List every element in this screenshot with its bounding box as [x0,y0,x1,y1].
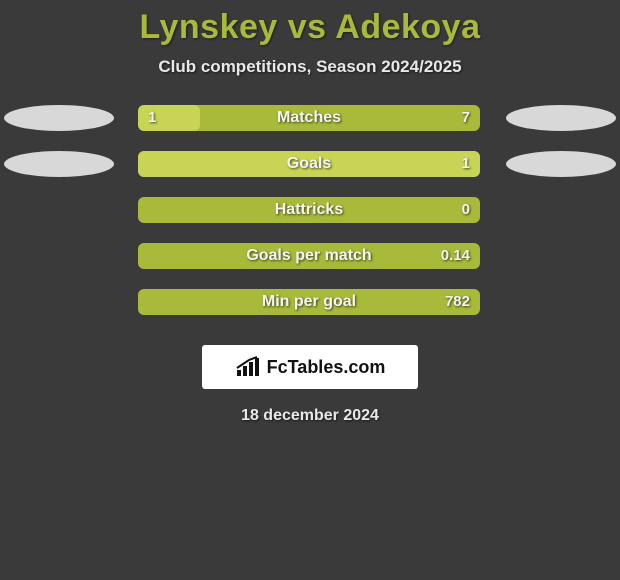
bar-track [138,243,480,269]
bar-fill [138,151,480,177]
stat-row: Goals1 [0,151,620,197]
stat-value-right: 1 [462,151,470,177]
brand-box: FcTables.com [202,345,418,389]
page-title: Lynskey vs Adekoya [0,8,620,47]
stat-bar: 1Matches7 [138,105,480,131]
player-left-ellipse [4,105,114,131]
stat-bar: Hattricks0 [138,197,480,223]
stat-value-right: 0 [462,197,470,223]
stat-bar: Goals per match0.14 [138,243,480,269]
stat-value-left: 1 [148,105,156,131]
stat-value-right: 782 [445,289,470,315]
stat-value-right: 7 [462,105,470,131]
stat-row: Goals per match0.14 [0,243,620,289]
stat-value-right: 0.14 [441,243,470,269]
bar-track [138,197,480,223]
page-subtitle: Club competitions, Season 2024/2025 [0,57,620,77]
bar-track [138,151,480,177]
player-left-ellipse [4,151,114,177]
stats-rows: 1Matches7 Goals1 Hattricks0 Goals per match… [0,105,620,335]
stat-row: 1Matches7 [0,105,620,151]
stat-row: Hattricks0 [0,197,620,243]
stat-bar: Goals1 [138,151,480,177]
stat-bar: Min per goal782 [138,289,480,315]
brand-text: FcTables.com [267,357,386,378]
stat-row: Min per goal782 [0,289,620,335]
player-right-ellipse [506,151,616,177]
infographic-container: Lynskey vs Adekoya Club competitions, Se… [0,0,620,580]
brand-chart-icon [235,356,261,378]
player-right-ellipse [506,105,616,131]
bar-track [138,289,480,315]
datestamp: 18 december 2024 [0,407,620,425]
bar-track [138,105,480,131]
